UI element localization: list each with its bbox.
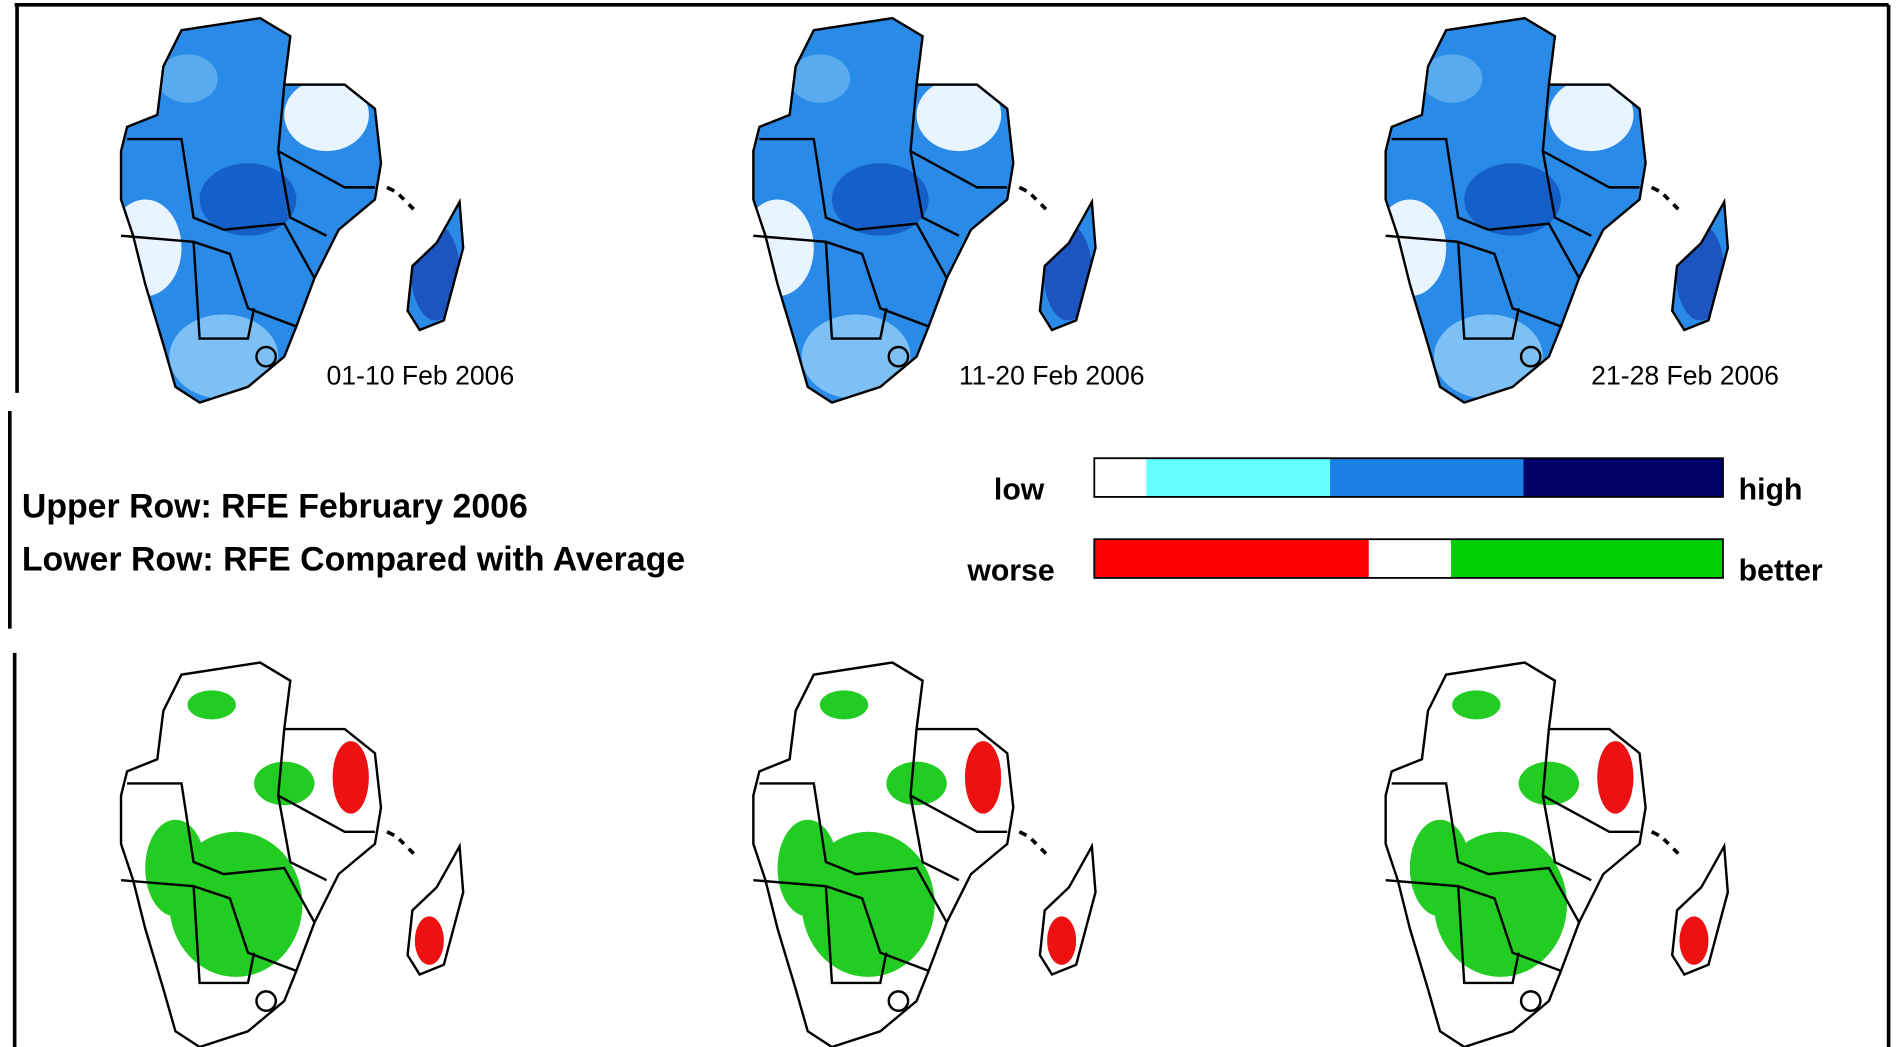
- map-fill: [109, 18, 478, 417]
- map: [115, 663, 478, 1047]
- maps: 01-10 Feb 2006 11-20 Feb 2006 21-28 Feb 20…: [109, 18, 1779, 1047]
- description: Upper Row: RFE February 2006: [22, 487, 528, 525]
- map-date: 21-28 Feb 2006: [1591, 360, 1779, 390]
- map-date: 01-10 Feb 2006: [327, 360, 515, 390]
- map-fill: [1374, 18, 1743, 417]
- legend-label: worse: [966, 554, 1054, 587]
- legend-label: low: [994, 473, 1045, 506]
- description: Lower Row: RFE Compared with Average: [22, 541, 685, 579]
- legend-label: high: [1739, 473, 1803, 506]
- rainfall-legend: low high: [994, 458, 1803, 506]
- map-date: 11-20 Feb 2006: [959, 360, 1145, 390]
- map-fill: [115, 663, 478, 1047]
- page: {"maps": [{"label": "01-10 Feb 2006"}, {…: [0, 0, 1896, 1047]
- figure: 01-10 Feb 2006 11-20 Feb 2006 21-28 Feb 20…: [0, 0, 1896, 1047]
- map: [747, 663, 1110, 1047]
- map-fill: [741, 18, 1110, 417]
- map: 21-28 Feb 2006: [1374, 18, 1779, 417]
- map-fill: [747, 663, 1110, 1047]
- map-fill: [1380, 663, 1743, 1047]
- anomaly-legend: worse better: [966, 539, 1823, 587]
- map: [1380, 663, 1743, 1047]
- legend-label: better: [1739, 554, 1823, 587]
- map: 11-20 Feb 2006: [741, 18, 1144, 417]
- map: 01-10 Feb 2006: [109, 18, 514, 417]
